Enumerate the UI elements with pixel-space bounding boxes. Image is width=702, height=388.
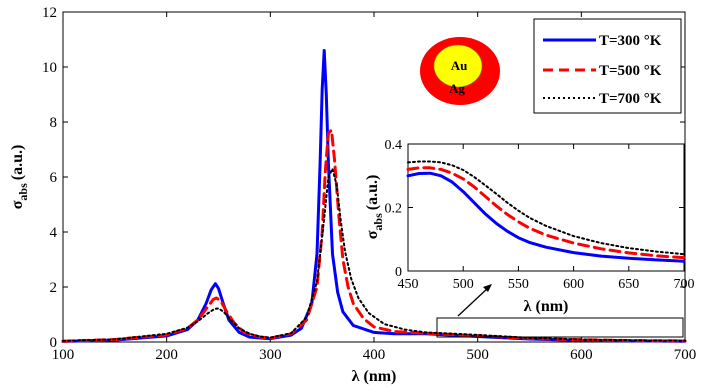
main-y-tick-label: 6 xyxy=(50,170,58,186)
inset-x-tick-label: 550 xyxy=(508,277,529,292)
inset-plot-frame xyxy=(407,143,685,272)
arrow-shaft xyxy=(457,286,490,317)
main-y-tick-label: 4 xyxy=(50,225,58,241)
inset-x-tick-label: 650 xyxy=(618,277,639,292)
main-x-tick-label: 500 xyxy=(466,347,489,363)
main-series-700k xyxy=(62,167,686,342)
main-y-tick-label: 10 xyxy=(42,60,57,76)
main-x-tick-label: 100 xyxy=(52,347,75,363)
main-y-label-symbol: σ xyxy=(9,200,26,209)
inset-series-300k xyxy=(406,171,686,263)
main-y-label-sub: abs xyxy=(16,183,30,201)
inset-x-tick-label: 700 xyxy=(674,277,695,292)
legend: T=300 °K T=500 °K T=700 °K xyxy=(533,18,682,114)
inset-ticks: 450 500 550 600 650 700 0 0.2 0.4 xyxy=(385,138,695,292)
main-y-tick-label: 0 xyxy=(50,335,58,351)
inset-y-label-unit: (a.u.) xyxy=(364,175,381,211)
main-x-tick-label: 200 xyxy=(155,347,178,363)
zoom-pointer-arrow xyxy=(457,284,492,317)
inset-y-label-sub: abs xyxy=(371,213,385,231)
inset-y-label-symbol: σ xyxy=(364,230,381,239)
inset-x-tick-label: 600 xyxy=(563,277,584,292)
inset-series-500k xyxy=(406,166,686,260)
ag-shell-label: Ag xyxy=(449,81,465,96)
inset-x-tick-label: 500 xyxy=(453,277,474,292)
main-y-tick-label: 2 xyxy=(50,280,58,296)
main-x-tick-label: 600 xyxy=(570,347,593,363)
core-shell-schematic: Au Ag xyxy=(420,37,500,105)
inset-y-tick-label: 0 xyxy=(395,265,402,280)
inset-x-axis-label: λ (nm) xyxy=(524,298,569,315)
au-core xyxy=(433,44,483,88)
main-x-axis-label: λ (nm) xyxy=(352,368,397,385)
inset-series-700k xyxy=(407,160,685,256)
main-x-tick-label: 300 xyxy=(259,347,282,363)
main-x-tick-label: 700 xyxy=(674,347,697,363)
main-series-group xyxy=(61,49,687,343)
main-y-axis-label: σabs (a.u.) xyxy=(9,145,30,210)
inset-plot: 450 500 550 600 650 700 0 0.2 0.4 λ (nm) σabs (a.… xyxy=(364,138,695,315)
au-core-label: Au xyxy=(451,58,468,73)
inset-x-tick-label: 450 xyxy=(398,277,419,292)
main-y-label-unit: (a.u.) xyxy=(9,145,26,181)
inset-y-axis-label: σabs (a.u.) xyxy=(364,175,385,240)
main-y-tick-label: 8 xyxy=(50,115,58,131)
main-series-300k xyxy=(61,49,687,343)
main-x-tick-label: 400 xyxy=(363,347,386,363)
legend-label-300k: T=300 °K xyxy=(599,33,662,49)
arrow-head xyxy=(483,284,492,292)
legend-label-700k: T=700 °K xyxy=(599,91,662,107)
inset-y-tick-label: 0.2 xyxy=(385,202,403,217)
inset-series-group xyxy=(406,160,686,263)
main-y-tick-label: 12 xyxy=(42,5,57,21)
inset-y-tick-label: 0.4 xyxy=(385,138,403,153)
legend-label-500k: T=500 °K xyxy=(599,63,662,79)
zoom-region-box xyxy=(436,317,684,338)
